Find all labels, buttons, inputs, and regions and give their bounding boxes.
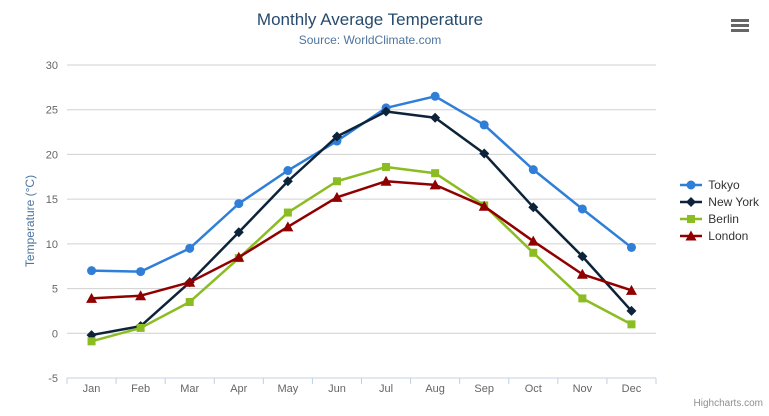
data-point-berlin-nov[interactable]: [578, 294, 587, 303]
data-point-tokyo-mar[interactable]: [185, 243, 195, 253]
data-point-berlin-aug[interactable]: [431, 169, 440, 178]
data-point-london-dec[interactable]: [625, 284, 637, 295]
chart-title: Monthly Average Temperature: [256, 10, 484, 29]
x-axis-tick-label: May: [277, 383, 298, 395]
data-point-berlin-jun[interactable]: [332, 177, 341, 186]
data-point-berlin-may[interactable]: [283, 208, 292, 217]
data-point-tokyo-feb[interactable]: [136, 267, 146, 277]
y-axis-tick-label: 5: [52, 284, 58, 296]
y-axis-tick-label: -5: [48, 373, 58, 385]
data-point-new-york-jun[interactable]: [331, 131, 342, 142]
y-axis-title: Temperature (°C): [23, 174, 37, 268]
data-point-new-york-jul[interactable]: [381, 106, 392, 117]
hamburger-menu-icon[interactable]: [731, 19, 749, 32]
data-point-new-york-aug[interactable]: [430, 112, 441, 123]
data-point-new-york-sep[interactable]: [479, 148, 490, 159]
y-axis-tick-label: 25: [46, 105, 58, 117]
legend-marker-triangle-up-icon: [680, 230, 703, 240]
series-line-new-york: [90, 110, 633, 337]
data-point-london-sep[interactable]: [478, 200, 490, 211]
x-axis-tick-label: Nov: [573, 383, 593, 395]
data-point-london-jun[interactable]: [331, 191, 343, 202]
data-point-london-may[interactable]: [282, 221, 294, 232]
data-point-tokyo-dec[interactable]: [626, 242, 636, 252]
data-point-berlin-jan[interactable]: [87, 337, 96, 346]
y-axis-tick-label: 30: [46, 60, 58, 72]
data-point-tokyo-apr[interactable]: [234, 199, 244, 209]
data-point-new-york-apr[interactable]: [233, 227, 244, 238]
y-axis-tick-label: 0: [52, 328, 58, 340]
legend-marker-square-icon: [680, 214, 703, 223]
x-axis-tick-label: Dec: [622, 383, 642, 395]
y-axis-tick-label: 15: [46, 194, 58, 206]
data-point-london-jul[interactable]: [380, 175, 392, 186]
x-axis-tick-label: Oct: [525, 383, 542, 395]
data-point-berlin-jul[interactable]: [382, 162, 391, 171]
legend-label: Berlin: [708, 211, 739, 226]
legend-item-london[interactable]: London: [679, 227, 759, 244]
legend-item-new-york[interactable]: New York: [679, 193, 759, 210]
hamburger-bar: [731, 19, 749, 22]
data-point-tokyo-may[interactable]: [283, 166, 293, 176]
data-point-london-feb[interactable]: [135, 290, 147, 301]
x-axis-tick-label: Jul: [379, 383, 393, 395]
legend-marker-circle-icon: [680, 180, 703, 189]
x-axis-tick-label: Jun: [328, 383, 346, 395]
data-point-london-oct[interactable]: [527, 235, 539, 246]
data-point-new-york-may[interactable]: [282, 176, 293, 187]
legend-marker-diamond-icon: [680, 196, 703, 207]
x-axis-tick-label: Apr: [230, 383, 247, 395]
data-point-tokyo-oct[interactable]: [528, 165, 538, 175]
legend-item-tokyo[interactable]: Tokyo: [679, 176, 759, 193]
chart-subtitle: Source: WorldClimate.com: [298, 33, 442, 47]
data-point-tokyo-nov[interactable]: [577, 204, 587, 214]
highcharts-credits-link[interactable]: Highcharts.com: [693, 398, 763, 409]
x-axis-tick-label: Mar: [180, 383, 199, 395]
data-point-new-york-oct[interactable]: [528, 202, 539, 213]
data-point-tokyo-sep[interactable]: [479, 120, 489, 130]
x-axis-tick-label: Aug: [425, 383, 445, 395]
y-axis-tick-label: 10: [46, 239, 58, 251]
hamburger-bar: [731, 29, 749, 32]
legend-label: Tokyo: [708, 177, 740, 192]
data-point-london-aug[interactable]: [429, 179, 441, 190]
data-point-berlin-feb[interactable]: [136, 323, 145, 332]
x-axis-tick-label: Feb: [131, 383, 150, 395]
series-line-london: [90, 180, 633, 300]
series-line-tokyo: [90, 95, 633, 273]
data-point-new-york-dec[interactable]: [626, 305, 637, 316]
data-point-new-york-nov[interactable]: [577, 251, 588, 262]
data-point-berlin-dec[interactable]: [627, 320, 636, 329]
data-point-london-apr[interactable]: [233, 251, 245, 262]
data-point-tokyo-jan[interactable]: [87, 266, 97, 276]
x-axis-tick-label: Sep: [474, 383, 494, 395]
series-line-berlin: [90, 165, 633, 343]
data-point-berlin-oct[interactable]: [529, 248, 538, 257]
data-point-london-mar[interactable]: [184, 276, 196, 287]
legend: Tokyo New York Berlin London: [679, 176, 759, 244]
y-axis-tick-label: 20: [46, 149, 58, 161]
data-point-london-jan[interactable]: [86, 292, 98, 303]
legend-label: New York: [708, 194, 759, 209]
hamburger-bar: [731, 24, 749, 27]
data-point-berlin-mar[interactable]: [185, 297, 194, 306]
data-point-tokyo-aug[interactable]: [430, 91, 440, 101]
data-point-london-nov[interactable]: [576, 268, 588, 279]
legend-item-berlin[interactable]: Berlin: [679, 210, 759, 227]
legend-label: London: [708, 228, 749, 243]
x-axis-tick-label: Jan: [83, 383, 101, 395]
